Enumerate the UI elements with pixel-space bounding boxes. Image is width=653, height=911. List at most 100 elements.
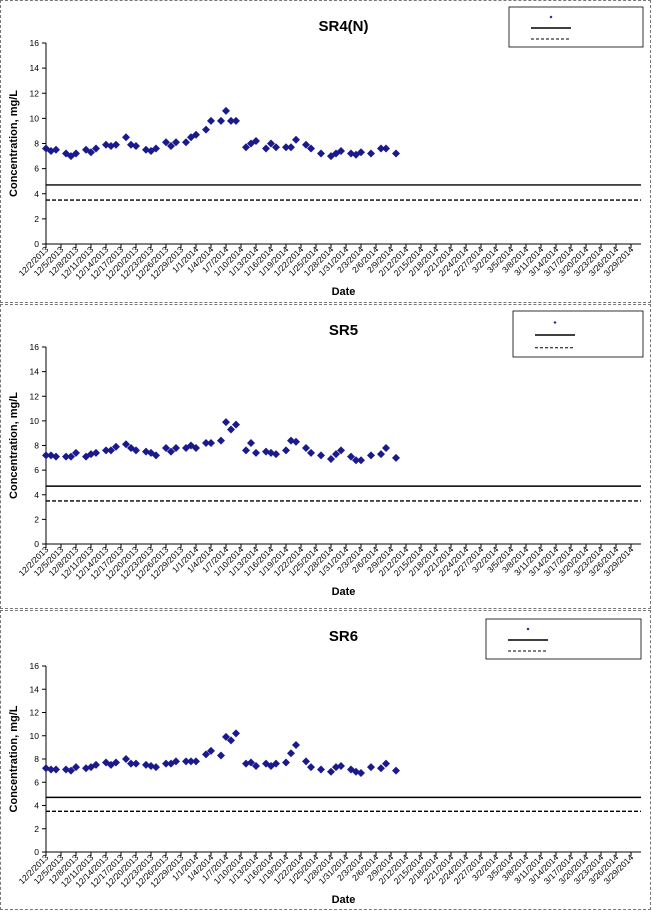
x-axis-label: Date xyxy=(332,286,356,298)
legend-marker xyxy=(549,15,553,19)
y-tick-label: 14 xyxy=(30,63,40,73)
data-point xyxy=(172,443,180,452)
data-point xyxy=(227,425,235,434)
y-axis-label: Concentration, mg/L xyxy=(8,90,20,197)
y-tick-label: 16 xyxy=(30,38,40,48)
data-point xyxy=(227,736,235,745)
data-point xyxy=(207,116,215,125)
y-tick-label: 6 xyxy=(34,777,39,787)
data-point xyxy=(192,443,200,452)
data-point xyxy=(337,147,345,156)
y-tick-label: 8 xyxy=(34,139,39,149)
legend-box xyxy=(485,618,642,660)
data-point xyxy=(72,763,80,772)
data-point xyxy=(267,448,275,457)
y-tick-label: 0 xyxy=(34,847,39,857)
data-point xyxy=(382,759,390,768)
data-point xyxy=(167,142,175,151)
data-point xyxy=(307,144,315,153)
data-point xyxy=(267,139,275,148)
data-point xyxy=(302,757,310,766)
data-point xyxy=(337,761,345,770)
legend-box xyxy=(512,310,644,358)
data-point xyxy=(317,451,325,460)
data-point xyxy=(347,765,355,774)
data-point xyxy=(272,143,280,152)
data-point xyxy=(292,437,300,446)
y-axis-label: Concentration, mg/L xyxy=(8,392,20,499)
data-point xyxy=(317,765,325,774)
data-point xyxy=(392,453,400,462)
data-point xyxy=(217,436,225,445)
data-point xyxy=(242,446,250,455)
y-tick-label: 0 xyxy=(34,539,39,549)
data-point xyxy=(247,758,255,767)
data-point xyxy=(252,761,260,770)
data-point xyxy=(217,751,225,760)
chart-title: SR6 xyxy=(329,628,358,645)
data-point xyxy=(337,446,345,455)
data-point xyxy=(222,418,230,427)
data-point xyxy=(52,145,60,154)
data-point xyxy=(132,759,140,768)
data-point xyxy=(222,732,230,741)
data-point xyxy=(162,759,170,768)
data-point xyxy=(152,451,160,460)
y-tick-label: 4 xyxy=(34,189,39,199)
data-point xyxy=(202,750,210,759)
y-tick-label: 12 xyxy=(30,391,40,401)
y-tick-label: 16 xyxy=(30,342,40,352)
data-point xyxy=(327,767,335,776)
y-tick-label: 4 xyxy=(34,801,39,811)
data-point xyxy=(127,759,135,768)
data-point xyxy=(357,456,365,465)
chart-title: SR4(N) xyxy=(318,18,368,35)
data-point xyxy=(252,136,260,145)
data-point xyxy=(382,144,390,153)
data-point xyxy=(207,439,215,448)
data-point xyxy=(192,757,200,766)
data-point xyxy=(202,439,210,448)
data-point xyxy=(62,452,70,461)
data-point xyxy=(52,452,60,461)
data-point xyxy=(42,451,50,460)
data-point xyxy=(112,140,120,149)
data-point xyxy=(192,130,200,139)
y-tick-label: 14 xyxy=(30,367,40,377)
data-point xyxy=(92,144,100,153)
legend-marker xyxy=(526,627,530,631)
data-point xyxy=(262,144,270,153)
data-point xyxy=(67,452,75,461)
data-point xyxy=(92,448,100,457)
data-point xyxy=(107,446,115,455)
y-tick-label: 14 xyxy=(30,684,40,694)
data-point xyxy=(302,140,310,149)
chart-panel-sr4n: SR4(N) 0 2 4 6 8 10 12 14 16 12/2/2013 12/5/2013 12/… xyxy=(0,0,651,303)
data-point xyxy=(162,443,170,452)
data-point xyxy=(272,759,280,768)
data-point xyxy=(292,135,300,144)
data-point xyxy=(112,758,120,767)
data-point xyxy=(247,439,255,448)
legend-box xyxy=(508,6,644,48)
data-point xyxy=(252,448,260,457)
data-point xyxy=(332,450,340,459)
data-point xyxy=(62,765,70,774)
y-tick-label: 0 xyxy=(34,239,39,249)
y-tick-label: 6 xyxy=(34,465,39,475)
x-axis-label: Date xyxy=(332,894,356,906)
data-point xyxy=(132,446,140,455)
data-point xyxy=(87,148,95,157)
data-point xyxy=(102,446,110,455)
data-point xyxy=(122,440,130,449)
data-point xyxy=(207,746,215,755)
data-point xyxy=(327,455,335,464)
data-point xyxy=(132,142,140,151)
data-point xyxy=(377,764,385,773)
y-tick-label: 12 xyxy=(30,708,40,718)
data-point xyxy=(287,436,295,445)
data-point xyxy=(167,447,175,456)
data-point xyxy=(47,765,55,774)
data-point xyxy=(267,761,275,770)
chart-svg-sr5: SR5024681012141612/2/201312/5/201312/8/2… xyxy=(8,310,644,598)
